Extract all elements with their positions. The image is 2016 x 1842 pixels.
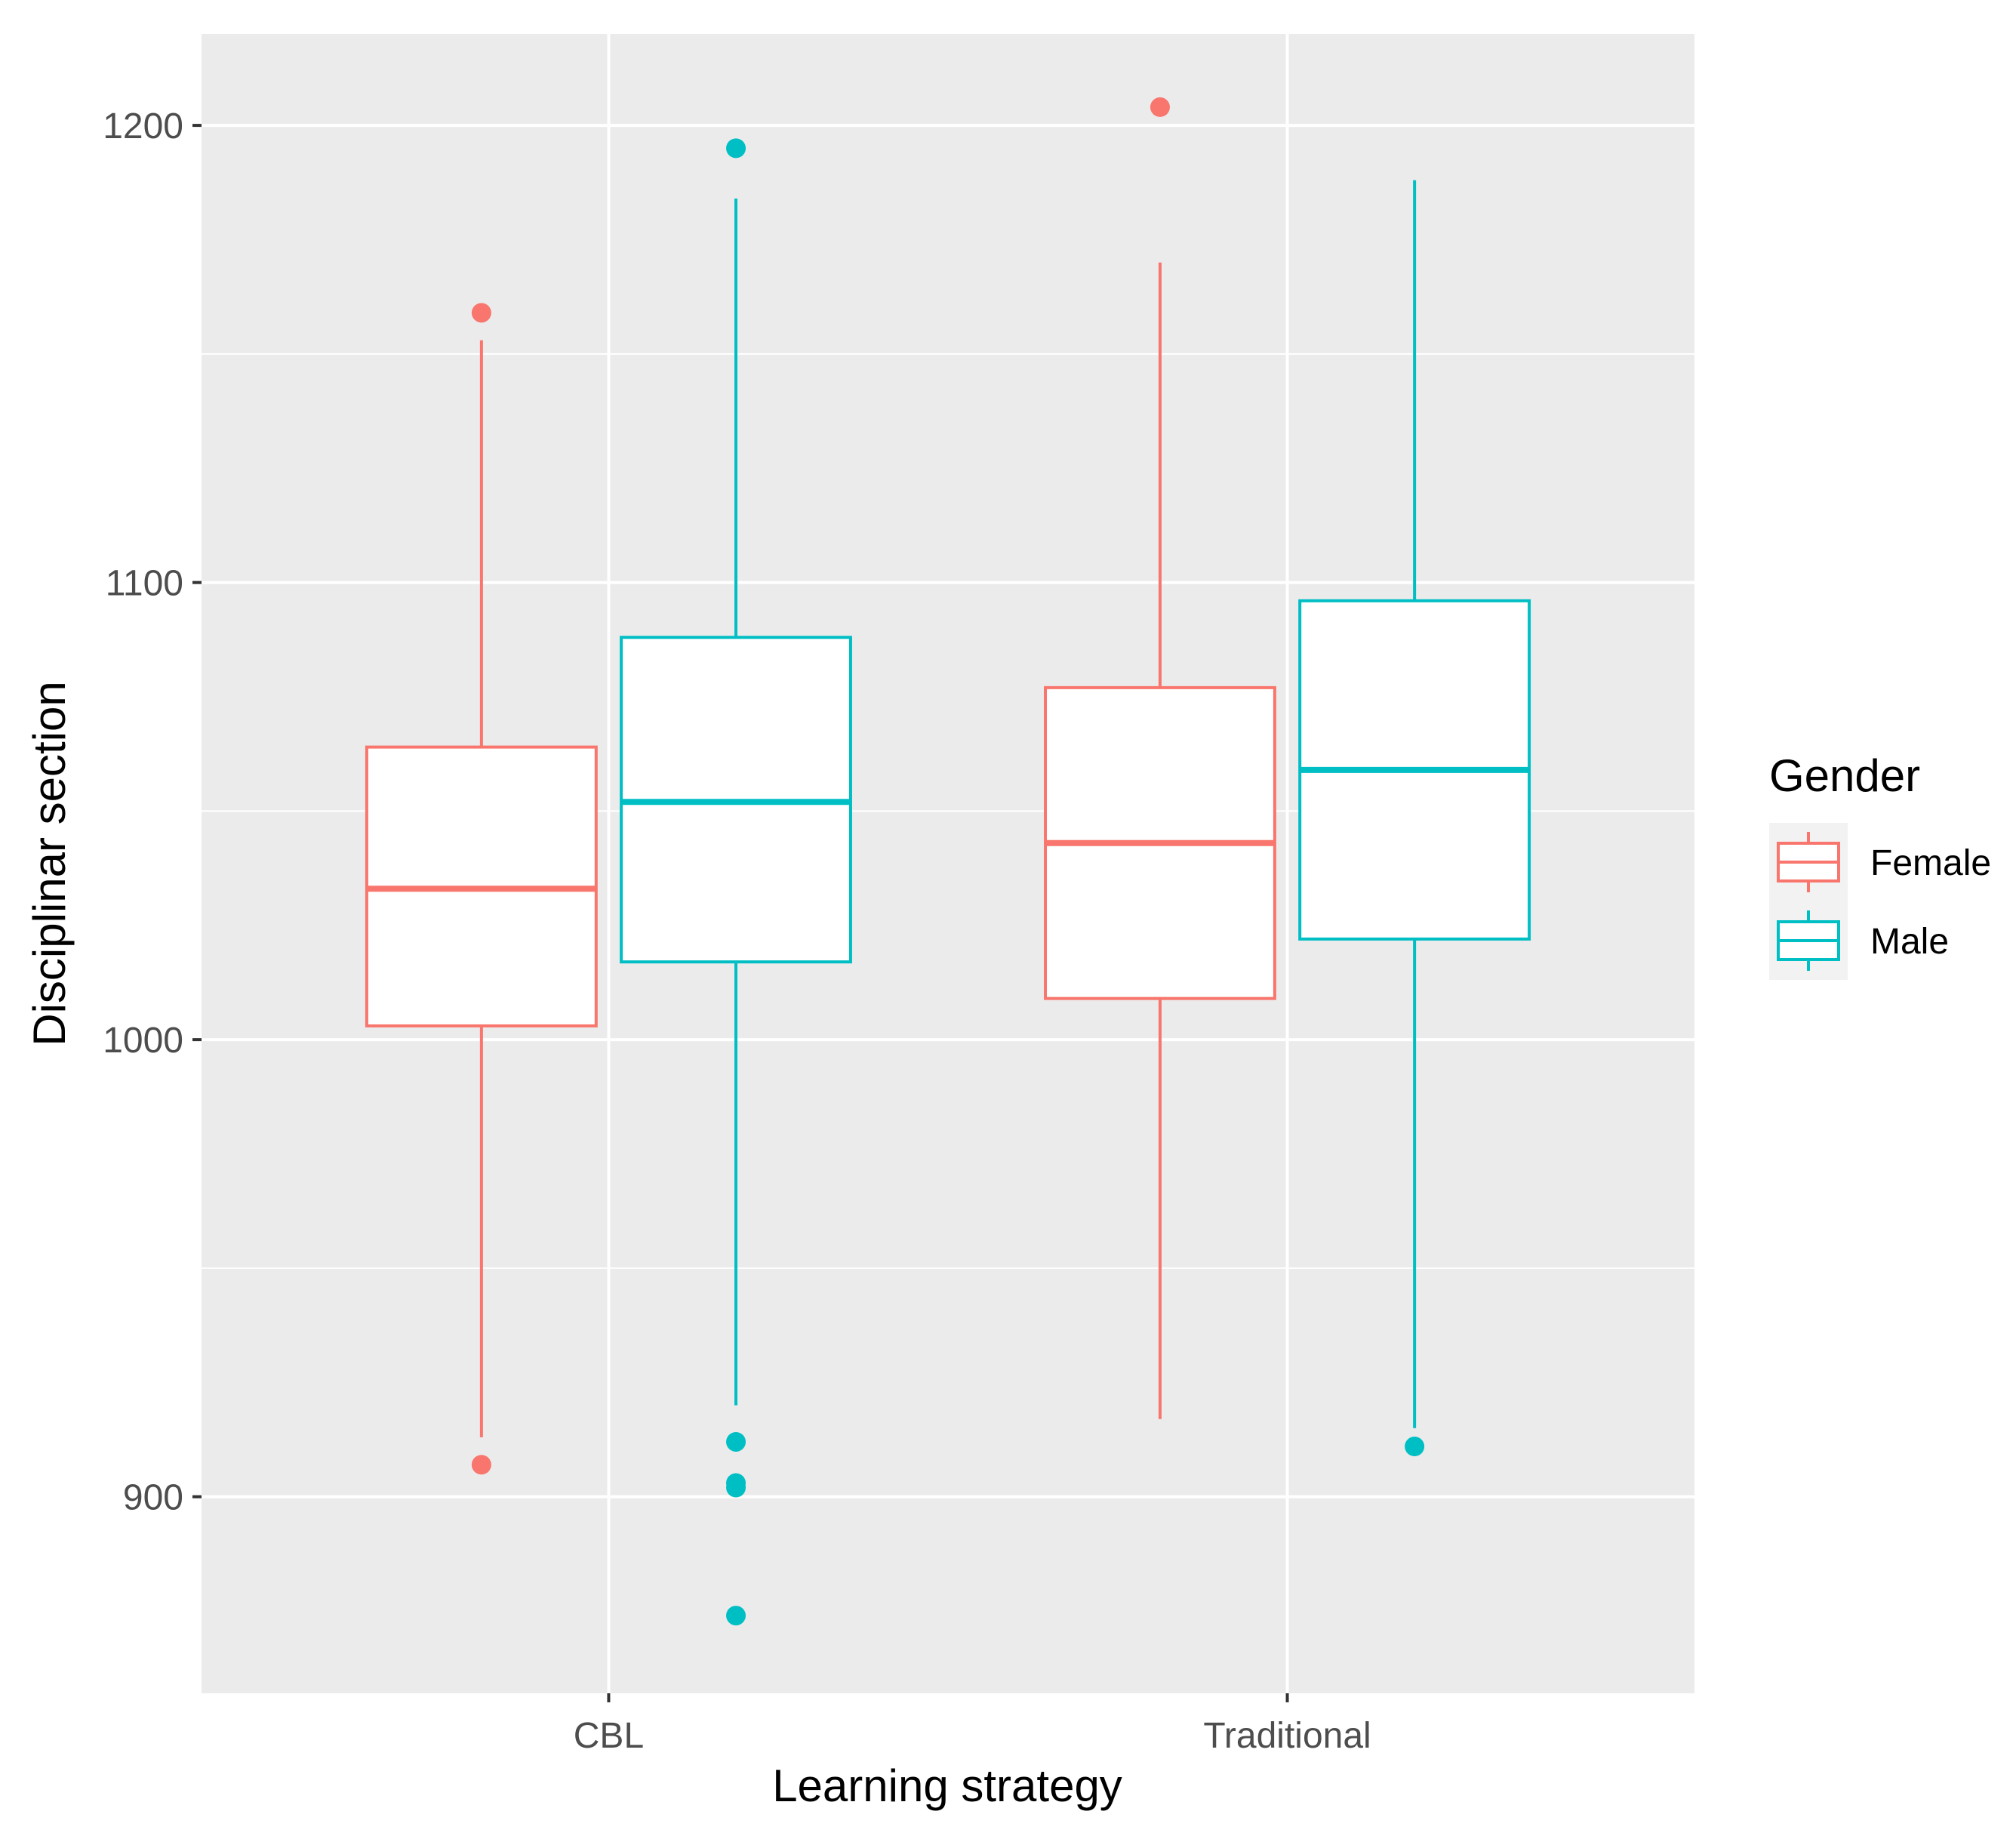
box-male-traditional — [1298, 180, 1531, 1457]
outlier-point — [726, 1431, 746, 1452]
legend: Gender Female Male — [1769, 750, 1991, 980]
y-axis: 900 1000 1100 1200 — [103, 106, 202, 1518]
outlier-point — [1150, 97, 1170, 117]
box-male-cbl — [620, 138, 852, 1626]
box-female-traditional — [1044, 97, 1276, 1419]
legend-keys: Female Male — [1769, 823, 1991, 980]
x-axis-title: Learning strategy — [772, 1760, 1122, 1811]
outlier-point — [726, 138, 746, 159]
y-tick-label: 1000 — [103, 1021, 183, 1061]
x-tick-label: CBL — [574, 1716, 644, 1756]
legend-label: Female — [1870, 843, 1991, 883]
legend-item-female: Female — [1769, 823, 1991, 901]
y-axis-title: Disciplinar section — [24, 681, 75, 1046]
x-axis: CBL Traditional — [574, 1693, 1371, 1756]
boxes — [365, 97, 1531, 1626]
y-tick-label: 900 — [123, 1478, 183, 1518]
x-tick-label: Traditional — [1203, 1716, 1371, 1756]
y-tick-label: 1100 — [106, 564, 183, 604]
outlier-point — [471, 1455, 491, 1475]
grid-major — [202, 34, 1694, 1693]
y-tick-label: 1200 — [103, 106, 183, 146]
outlier-point — [726, 1473, 746, 1493]
outlier-point — [471, 303, 491, 323]
legend-label: Male — [1870, 922, 1949, 962]
outlier-point — [1405, 1437, 1425, 1457]
box-female-cbl — [365, 303, 598, 1475]
outlier-point — [726, 1606, 746, 1626]
legend-title: Gender — [1769, 750, 1920, 801]
legend-item-male: Male — [1769, 901, 1949, 980]
